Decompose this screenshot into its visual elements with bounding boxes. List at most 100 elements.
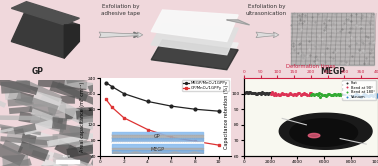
Polygon shape — [31, 108, 53, 122]
Point — [300, 92, 306, 95]
Point — [347, 94, 353, 97]
Point — [271, 93, 277, 96]
Polygon shape — [2, 155, 29, 166]
Polygon shape — [76, 138, 104, 154]
Polygon shape — [78, 113, 108, 124]
Polygon shape — [91, 148, 116, 160]
Point — [314, 92, 320, 95]
Point — [259, 91, 265, 93]
Text: GP: GP — [32, 67, 44, 76]
GP/MnO₂/1GPPy — [217, 144, 221, 146]
Point — [268, 92, 274, 94]
Point — [250, 92, 256, 94]
Polygon shape — [98, 130, 141, 141]
Polygon shape — [13, 123, 36, 134]
Polygon shape — [0, 158, 32, 166]
Point — [331, 93, 337, 95]
Polygon shape — [11, 2, 79, 25]
Point — [268, 93, 274, 96]
Polygon shape — [7, 67, 51, 79]
Point — [335, 93, 341, 96]
Point — [367, 93, 373, 96]
Point — [354, 94, 360, 97]
Point — [278, 92, 284, 95]
Point — [252, 91, 258, 94]
Point — [246, 90, 253, 93]
Point — [325, 93, 331, 96]
Point — [370, 95, 376, 98]
Point — [283, 93, 289, 96]
Point — [322, 93, 328, 96]
Polygon shape — [15, 77, 62, 102]
Polygon shape — [76, 109, 94, 120]
Polygon shape — [227, 20, 249, 25]
Polygon shape — [33, 104, 48, 107]
Polygon shape — [30, 115, 66, 133]
MEGP/MnO₂/1GPPy — [110, 86, 114, 88]
Point — [269, 91, 275, 94]
Point — [257, 92, 263, 95]
Point — [319, 93, 325, 96]
Polygon shape — [60, 96, 75, 104]
Polygon shape — [28, 106, 53, 119]
Y-axis label: Areal capacitance (mF cm⁻²): Areal capacitance (mF cm⁻²) — [80, 82, 85, 152]
Polygon shape — [151, 40, 238, 70]
Point — [257, 91, 263, 94]
Point — [316, 92, 322, 95]
Polygon shape — [90, 158, 109, 166]
Point — [243, 91, 249, 93]
MEGP/MnO₂/1GPPy — [145, 100, 150, 102]
Polygon shape — [88, 75, 128, 93]
Polygon shape — [69, 66, 99, 78]
Polygon shape — [39, 163, 68, 166]
Point — [243, 91, 249, 94]
Point — [284, 94, 290, 96]
Polygon shape — [1, 81, 31, 94]
Polygon shape — [64, 79, 104, 91]
Point — [302, 93, 308, 96]
Point — [339, 94, 345, 96]
Point — [375, 92, 378, 95]
Polygon shape — [56, 82, 104, 109]
Polygon shape — [18, 141, 49, 161]
Polygon shape — [53, 157, 89, 166]
Polygon shape — [92, 138, 139, 166]
Point — [332, 93, 338, 96]
Point — [267, 92, 273, 95]
Point — [253, 93, 259, 95]
Polygon shape — [0, 125, 24, 134]
Point — [282, 93, 288, 95]
Point — [353, 93, 359, 95]
Polygon shape — [76, 148, 97, 152]
Polygon shape — [53, 155, 75, 166]
Point — [337, 93, 343, 95]
Polygon shape — [67, 144, 99, 158]
Polygon shape — [15, 92, 59, 116]
Text: 1µm: 1µm — [62, 154, 71, 158]
Point — [356, 94, 363, 97]
Y-axis label: Capacitance retention (%): Capacitance retention (%) — [224, 85, 229, 149]
Point — [364, 94, 370, 97]
Point — [309, 93, 315, 95]
Polygon shape — [99, 101, 132, 112]
MEGP/MnO₂/1GPPy — [169, 105, 174, 107]
Point — [303, 93, 309, 95]
GP/MnO₂/1GPPy — [193, 140, 197, 142]
Polygon shape — [0, 136, 50, 146]
Polygon shape — [0, 142, 25, 166]
Point — [326, 92, 332, 95]
Polygon shape — [0, 115, 40, 121]
Polygon shape — [31, 150, 50, 160]
Point — [341, 94, 347, 97]
Polygon shape — [4, 87, 21, 100]
Point — [270, 93, 276, 95]
Point — [351, 94, 357, 97]
Point — [273, 94, 279, 96]
Point — [373, 95, 378, 98]
Point — [328, 94, 334, 96]
Point — [323, 95, 329, 98]
Text: Exfoliation by
adhesive tape: Exfoliation by adhesive tape — [101, 4, 141, 16]
Point — [324, 94, 330, 96]
Point — [355, 94, 361, 97]
Point — [255, 92, 261, 94]
